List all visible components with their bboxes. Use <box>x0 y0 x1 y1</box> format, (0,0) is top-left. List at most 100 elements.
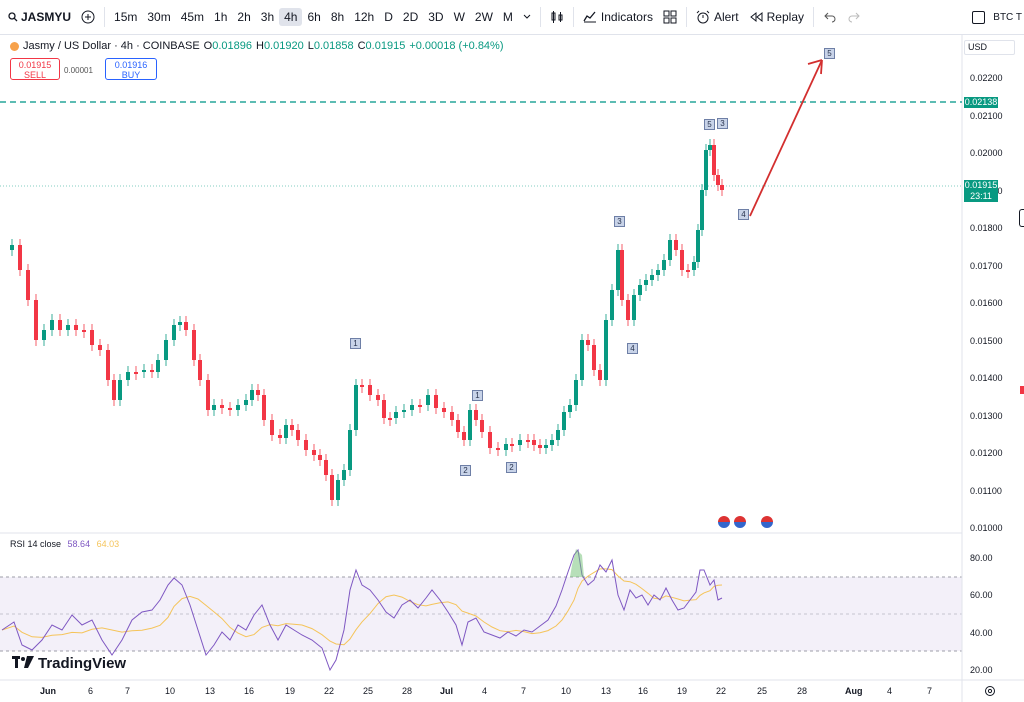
candle-body <box>118 380 122 400</box>
sell-button[interactable]: 0.01915 SELL <box>10 58 60 80</box>
tradingview-logo[interactable]: TradingView <box>12 655 126 672</box>
date-tick: 19 <box>285 686 296 696</box>
divider <box>813 7 814 27</box>
replay-button[interactable]: Replay <box>744 0 809 34</box>
replay-icon <box>749 11 763 23</box>
chart-type-button[interactable] <box>545 0 569 34</box>
indicators-label: Indicators <box>600 10 653 24</box>
wave-label[interactable]: 4 <box>738 209 749 220</box>
candle-body <box>504 444 508 450</box>
candle-body <box>354 385 358 430</box>
wave-label[interactable]: 4 <box>627 343 638 354</box>
wave-label[interactable]: 5 <box>824 48 835 59</box>
rsi-label: RSI 14 close <box>10 539 62 549</box>
event-flag[interactable] <box>733 515 747 529</box>
timeframe-2w[interactable]: 2W <box>474 10 493 24</box>
candle-body <box>638 285 642 295</box>
wave-label[interactable]: 1 <box>350 338 361 349</box>
timeframe-2d[interactable]: 2D <box>402 10 419 24</box>
trend-arrow[interactable] <box>749 59 823 217</box>
scroll-handle[interactable] <box>1019 209 1024 227</box>
timeframe-2h[interactable]: 2h <box>237 10 251 24</box>
date-tick: 4 <box>887 686 893 696</box>
timeframe-3d[interactable]: 3D <box>428 10 444 24</box>
rsi-ma-line <box>1 568 723 646</box>
date-tick: 22 <box>324 686 335 696</box>
compare-checkbox[interactable]: BTC T <box>967 0 1024 34</box>
indicators-button[interactable]: Indicators <box>578 0 658 34</box>
candle-body <box>620 250 624 300</box>
checkbox-icon <box>972 10 986 24</box>
wave-label[interactable]: 5 <box>704 119 715 130</box>
price-chart[interactable] <box>0 34 1024 702</box>
timeframe-list: 15m 30m 45m 1h 2h 3h 4h 6h 8h 12h D 2D 3D W 2W M <box>109 8 518 26</box>
wave-label[interactable]: 3 <box>717 118 728 129</box>
timeframe-8h[interactable]: 8h <box>330 10 345 24</box>
rsi-line <box>1 548 723 672</box>
timeframe-45m[interactable]: 45m <box>180 10 205 24</box>
candles-icon <box>550 10 564 24</box>
current-price-value: 0.01915 <box>964 180 998 190</box>
candle-body <box>426 395 430 405</box>
timeframe-1h[interactable]: 1h <box>214 10 228 24</box>
wave-label[interactable]: 3 <box>614 216 625 227</box>
timeframe-m[interactable]: M <box>502 10 513 24</box>
timeframe-12h[interactable]: 12h <box>354 10 375 24</box>
buy-button[interactable]: 0.01916 BUY <box>105 58 157 80</box>
candle-body <box>312 450 316 455</box>
current-price-tag: 0.01915 23:11 <box>964 180 998 202</box>
candle-body <box>716 175 720 185</box>
candle-body <box>518 440 522 445</box>
candle-body <box>98 345 102 350</box>
candle-body <box>278 435 282 438</box>
candle-body <box>368 385 372 395</box>
timeframe-4h[interactable]: 4h <box>279 8 303 26</box>
candle-body <box>468 410 472 440</box>
candle-body <box>250 390 254 400</box>
legend-title: Jasmy / US Dollar · 4h · COINBASE <box>23 40 200 52</box>
rsi-tick: 80.00 <box>970 553 993 563</box>
timeframe-w[interactable]: W <box>453 10 465 24</box>
timeframe-dropdown[interactable] <box>518 0 536 34</box>
candle-body <box>184 322 188 330</box>
rsi-legend: RSI 14 close 58.64 64.03 <box>10 539 119 549</box>
wave-label[interactable]: 1 <box>472 390 483 401</box>
timeframe-30m[interactable]: 30m <box>147 10 171 24</box>
candle-body <box>66 325 70 330</box>
timeframe-15m[interactable]: 15m <box>114 10 138 24</box>
buy-label: BUY <box>121 70 141 80</box>
buy-price: 0.01916 <box>114 60 148 70</box>
legend-low: L0.01858 <box>307 40 354 52</box>
candle-body <box>50 320 54 330</box>
templates-button[interactable] <box>658 0 682 34</box>
event-flag[interactable] <box>760 515 774 529</box>
date-tick: 25 <box>757 686 768 696</box>
wave-label[interactable]: 2 <box>460 465 471 476</box>
currency-button[interactable]: USD <box>964 40 1015 55</box>
candle-body <box>58 320 62 330</box>
undo-button[interactable] <box>818 0 842 34</box>
compare-symbol-button[interactable] <box>76 0 100 34</box>
indicators-icon <box>583 11 597 23</box>
redo-button[interactable] <box>842 0 866 34</box>
alert-button[interactable]: Alert <box>691 0 744 34</box>
date-tick: Aug <box>845 686 863 696</box>
timeframe-d[interactable]: D <box>384 10 393 24</box>
candle-body <box>348 430 352 470</box>
wave-label[interactable]: 2 <box>506 462 517 473</box>
rsi-tick: 40.00 <box>970 628 993 638</box>
price-tick: 0.02100 <box>970 110 1003 121</box>
event-flag[interactable] <box>717 515 731 529</box>
symbol-search[interactable]: JASMYU <box>0 0 76 34</box>
date-tick: 28 <box>797 686 808 696</box>
date-tick: 16 <box>638 686 649 696</box>
candle-body <box>488 432 492 448</box>
settings-button[interactable] <box>984 684 996 702</box>
candle-body <box>74 325 78 330</box>
candle-body <box>178 322 182 325</box>
plus-circle-icon <box>81 10 95 24</box>
timeframe-6h[interactable]: 6h <box>307 10 321 24</box>
legend-change: +0.00018 (+0.84%) <box>409 40 504 52</box>
timeframe-3h[interactable]: 3h <box>260 10 275 24</box>
candle-body <box>474 410 478 420</box>
